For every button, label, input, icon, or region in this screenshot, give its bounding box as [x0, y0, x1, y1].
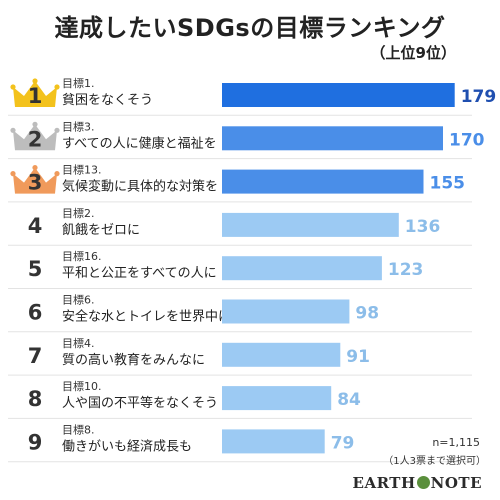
category-label: 気候変動に具体的な対策を — [62, 179, 218, 195]
value-label: 123 — [388, 260, 424, 280]
value-label: 98 — [355, 304, 379, 324]
crown-jewel — [10, 84, 16, 90]
value-label: 155 — [430, 174, 466, 194]
page-title: 達成したいSDGsの目標ランキング — [54, 14, 446, 42]
category-label: すべての人に健康と福祉を — [62, 135, 217, 151]
value-label: 91 — [346, 347, 370, 367]
crown-jewel — [32, 78, 38, 84]
goal-number-label: 目標3. — [62, 119, 95, 133]
value-label: 84 — [337, 390, 361, 410]
category-label: 安全な水とトイレを世界中に — [62, 309, 231, 325]
bar — [222, 342, 341, 367]
bar — [222, 126, 443, 151]
category-label: 人や国の不平等をなくそう — [62, 395, 218, 411]
rank-number: 6 — [28, 301, 43, 325]
goal-number-label: 目標16. — [62, 249, 102, 263]
goal-number-label: 目標2. — [62, 206, 95, 220]
bar — [222, 429, 325, 454]
goal-number-label: 目標10. — [62, 379, 102, 393]
crown-icon — [13, 124, 57, 151]
globe-icon — [416, 476, 430, 489]
crown-jewel — [32, 121, 38, 127]
value-label: 170 — [449, 130, 485, 150]
brand-logo: EARTH NOTE — [353, 474, 482, 492]
sample-size-note: n=1,115 — [432, 436, 480, 449]
crown-jewel — [54, 127, 60, 133]
crown-icon — [13, 167, 57, 194]
rank-number: 5 — [28, 257, 43, 281]
crown-jewel — [10, 127, 16, 133]
crown-jewel — [54, 84, 60, 90]
value-label: 79 — [331, 433, 355, 453]
category-label: 働きがいも経済成長も — [62, 438, 192, 454]
page-subtitle: （上位9位） — [370, 44, 456, 62]
bar — [222, 212, 399, 237]
brand-left: EARTH — [352, 474, 416, 492]
goal-number-label: 目標8. — [62, 422, 95, 436]
crown-jewel — [32, 165, 38, 171]
rank-number: 2 — [28, 127, 43, 151]
goal-number-label: 目標4. — [62, 336, 95, 350]
bar — [222, 256, 382, 281]
category-label: 質の高い教育をみんなに — [62, 352, 205, 368]
rank-number: 1 — [28, 84, 43, 108]
goal-number-label: 目標13. — [62, 163, 102, 177]
value-label: 179 — [461, 87, 497, 107]
crown-jewel — [10, 171, 16, 177]
bar — [222, 169, 424, 194]
brand-right: NOTE — [430, 474, 482, 492]
category-label: 飢餓をゼロに — [62, 223, 140, 238]
goal-number-label: 目標1. — [62, 76, 95, 90]
rank-number: 3 — [28, 171, 43, 195]
category-label: 平和と公正をすべての人に — [62, 266, 217, 281]
voting-method-note: （1人3票まで選択可） — [383, 456, 486, 467]
rank-number: 9 — [28, 430, 43, 454]
bar — [222, 386, 332, 411]
category-label: 貧困をなくそう — [62, 93, 153, 108]
rank-number: 7 — [28, 344, 43, 368]
crown-jewel — [54, 171, 60, 177]
bar — [222, 299, 350, 324]
goal-number-label: 目標6. — [62, 293, 95, 307]
crown-icon — [13, 81, 57, 107]
rank-number: 8 — [28, 387, 43, 411]
bar — [222, 83, 455, 107]
value-label: 136 — [405, 217, 441, 237]
rank-number: 4 — [28, 214, 43, 238]
